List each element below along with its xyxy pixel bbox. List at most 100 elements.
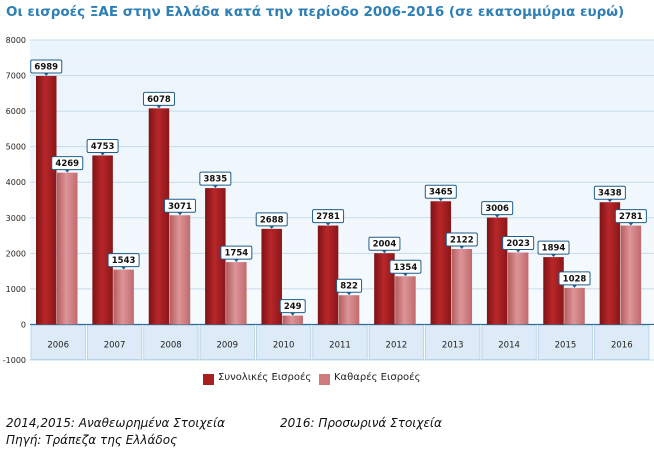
data-label: 1894: [537, 240, 570, 258]
grid-lines: [30, 39, 654, 361]
data-label-text: 1354: [394, 263, 418, 273]
data-label-pointer: [628, 222, 634, 226]
data-label-text: 3071: [168, 202, 192, 212]
data-label-pointer: [290, 312, 296, 316]
x-category-band: [256, 325, 312, 360]
data-label-text: 249: [284, 302, 302, 312]
data-label-text: 2688: [260, 215, 284, 225]
bars: [36, 75, 642, 325]
data-label-text: 1543: [112, 256, 136, 266]
data-label: 1543: [107, 253, 140, 270]
bar-total: [92, 155, 113, 325]
data-label: 6989: [30, 59, 63, 76]
legend-label-net: Καθαρές Εισροές: [334, 372, 421, 383]
data-label-text: 3465: [429, 188, 453, 198]
note-revised: 2014,2015: Αναθεωρημένα Στοιχεία: [6, 416, 225, 430]
bar-chart: -1000 0 1000 2000 3000 4000 5000 6000 7000 8000 2…: [3, 36, 654, 365]
data-label-text: 3438: [598, 189, 622, 199]
data-label-text: 4753: [91, 142, 115, 152]
x-tick-label: 2015: [555, 340, 577, 350]
note-provisional: 2016: Προσωρινά Στοιχεία: [280, 416, 442, 430]
data-label-text: 2122: [450, 235, 474, 245]
y-tick-label: 2000: [6, 249, 26, 258]
bar-total: [205, 188, 226, 325]
data-label-pointer: [438, 198, 444, 202]
data-label-text: 3835: [204, 175, 228, 185]
x-category-band: [537, 325, 594, 360]
data-label-text: 6989: [34, 62, 58, 72]
y-tick-label: 8000: [6, 36, 26, 45]
chart-title: Οι εισροές ΞΑΕ στην Ελλάδα κατά την περί…: [6, 4, 625, 20]
bar-total: [430, 201, 452, 325]
x-tick-label: 2010: [273, 340, 295, 350]
category-bands: [30, 325, 650, 360]
data-label: 3835: [199, 171, 232, 189]
y-tick-label: 5000: [6, 143, 26, 152]
y-tick-label: 1000: [6, 285, 26, 294]
x-category-band: [143, 325, 199, 360]
bar-net: [395, 276, 416, 325]
data-label-pointer: [156, 105, 162, 109]
data-label: 822: [336, 278, 363, 296]
data-label-text: 1754: [225, 249, 249, 259]
note-source: Πηγή: Τράπεζα της Ελλάδος: [6, 433, 178, 447]
data-label: 2122: [445, 232, 478, 249]
bar-net: [57, 172, 78, 325]
data-label-pointer: [212, 185, 218, 189]
y-tick-label: 0: [21, 320, 26, 329]
data-label: 4753: [86, 138, 119, 156]
data-label-pointer: [607, 199, 613, 203]
x-category-band: [425, 325, 481, 360]
x-category-band: [199, 325, 255, 360]
legend: Συνολικές Εισροές Καθαρές Εισροές: [203, 372, 463, 388]
legend-swatch-total: [203, 374, 214, 385]
data-label: 2004: [368, 236, 401, 254]
data-label-text: 2781: [619, 212, 643, 222]
data-label-text: 4269: [55, 159, 79, 169]
x-category-band: [594, 325, 650, 360]
data-label: 1354: [389, 259, 422, 277]
x-tick-label: 2006: [47, 340, 69, 350]
data-label: 3006: [481, 201, 514, 218]
x-category-band: [30, 325, 86, 360]
data-label-pointer: [381, 250, 387, 254]
bar-net: [451, 248, 473, 325]
data-label-text: 2781: [316, 212, 340, 222]
data-label: 2781: [312, 209, 345, 226]
data-label-pointer: [515, 249, 521, 253]
data-label-pointer: [233, 259, 239, 263]
x-tick-label: 2014: [498, 340, 520, 350]
y-tick-label: 6000: [6, 107, 26, 116]
bar-net: [282, 315, 303, 325]
x-tick-label: 2007: [104, 340, 126, 350]
x-tick-label: 2012: [386, 340, 408, 350]
bar-net: [338, 295, 360, 325]
bar-total: [36, 75, 57, 325]
x-category-band: [86, 325, 143, 360]
data-labels: 2006 2007 2008 2009 2010 2011 2012 2013 2014 2015…: [30, 59, 647, 350]
data-label-pointer: [43, 72, 49, 76]
data-label-pointer: [402, 273, 408, 277]
data-label-text: 6078: [147, 95, 171, 105]
data-label-pointer: [346, 292, 352, 296]
bar-net: [564, 287, 585, 325]
data-label-text: 2023: [506, 239, 530, 249]
legend-label-total: Συνολικές Εισροές: [218, 372, 312, 383]
data-label: 249: [279, 299, 306, 316]
data-label-pointer: [177, 212, 183, 216]
bar-net: [507, 252, 529, 325]
bar-total: [261, 228, 282, 325]
data-label: 2781: [614, 209, 647, 226]
x-tick-label: 2008: [160, 340, 182, 350]
legend-swatch-net: [319, 374, 330, 385]
y-tick-label: -1000: [3, 356, 26, 365]
x-tick-label: 2016: [611, 340, 633, 350]
data-label: 2688: [255, 212, 288, 229]
data-label-text: 2004: [373, 240, 397, 250]
x-tick-label: 2011: [329, 340, 351, 350]
bar-net: [169, 215, 191, 325]
data-label-pointer: [551, 254, 557, 258]
x-category-band: [312, 325, 368, 360]
data-label-text: 1894: [542, 244, 566, 254]
data-label: 1754: [220, 245, 253, 263]
